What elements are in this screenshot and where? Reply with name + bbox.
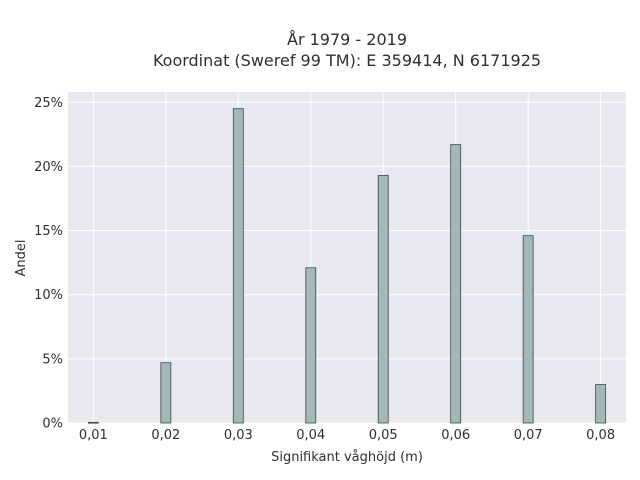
bars (87, 108, 607, 424)
y-tick-label: 5% (42, 352, 63, 367)
x-tick-label: 0,03 (224, 428, 253, 443)
chart-title-line-2: Koordinat (Sweref 99 TM): E 359414, N 61… (153, 51, 541, 70)
bar (377, 174, 389, 424)
bar (450, 144, 462, 424)
bar (522, 235, 534, 424)
y-tick-label: 15% (34, 224, 63, 239)
bar (87, 421, 99, 424)
bar (305, 267, 317, 424)
y-tick-label: 0% (42, 417, 63, 432)
bar (595, 384, 607, 424)
y-tick-label: 10% (34, 288, 63, 303)
y-axis-label: Andel (14, 240, 29, 277)
y-tick-label: 25% (34, 96, 63, 111)
plot-area (68, 92, 626, 423)
x-tick-label: 0,01 (79, 428, 108, 443)
bar (232, 108, 244, 424)
x-tick-label: 0,06 (441, 428, 470, 443)
bar (160, 362, 172, 424)
x-tick-label: 0,07 (514, 428, 543, 443)
y-axis-ticks: 0% 5% 10% 15% 20% 25% (34, 96, 63, 432)
x-tick-label: 0,04 (296, 428, 325, 443)
y-tick-label: 20% (34, 160, 63, 175)
x-tick-label: 0,05 (369, 428, 398, 443)
x-axis-label: Signifikant våghöjd (m) (271, 450, 423, 465)
x-tick-label: 0,02 (151, 428, 180, 443)
x-tick-label: 0,08 (586, 428, 615, 443)
chart-title-line-1: År 1979 - 2019 (287, 30, 407, 49)
x-axis-ticks: 0,01 0,02 0,03 0,04 0,05 0,06 0,07 0,08 (79, 428, 615, 443)
